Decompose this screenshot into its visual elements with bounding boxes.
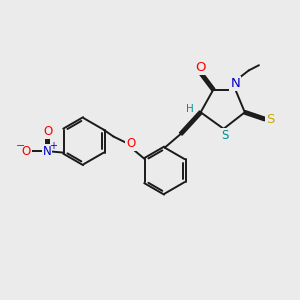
Text: H: H [186,104,193,114]
Text: O: O [195,61,206,74]
Text: O: O [43,125,52,138]
Text: O: O [126,137,136,150]
Text: +: + [49,141,57,151]
Text: O: O [22,145,31,158]
Text: N: N [230,77,240,90]
Text: S: S [266,112,274,126]
Text: N: N [43,145,52,158]
Text: −: − [16,141,25,151]
Text: S: S [221,129,229,142]
